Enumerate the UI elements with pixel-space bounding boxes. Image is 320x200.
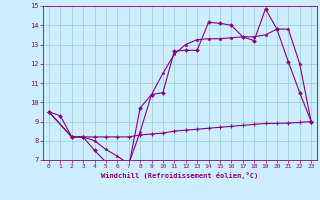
X-axis label: Windchill (Refroidissement éolien,°C): Windchill (Refroidissement éolien,°C): [101, 172, 259, 179]
